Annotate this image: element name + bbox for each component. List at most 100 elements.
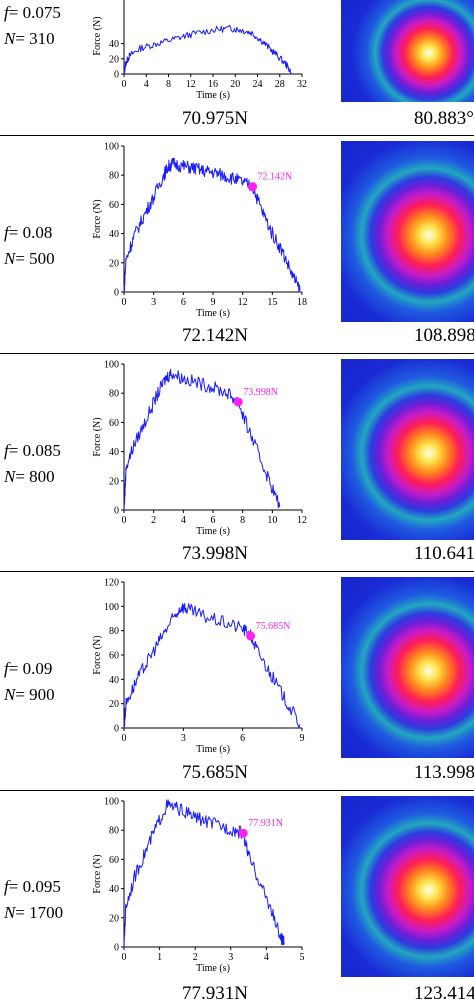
row-3-params: f= 0.09 N= 900 [4, 656, 55, 708]
y-axis-label: Force (N) [92, 417, 103, 456]
heatmap-image [341, 796, 474, 977]
row-divider [0, 790, 474, 791]
y-tick-label: 40 [109, 884, 119, 895]
y-tick-label: 100 [104, 142, 119, 153]
y-tick-label: 60 [109, 855, 119, 866]
x-tick-label: 6 [211, 515, 216, 526]
y-tick-label: 40 [109, 229, 119, 240]
y-tick-label: 40 [109, 447, 119, 458]
cycle-count: N= 500 [4, 249, 55, 268]
force-time-chart: 0 1 2 3 4 5 0 20 40 60 80 100 Time (s) Force (N) 77.93… [92, 797, 305, 975]
y-axis-label: Force (N) [92, 635, 103, 674]
x-tick-label: 24 [253, 79, 263, 90]
x-tick-label: 0 [122, 733, 127, 744]
friction-coefficient: f= 0.085 [4, 441, 61, 460]
row-divider [0, 571, 474, 572]
row-0-params: f= 0.075 N= 310 [4, 0, 61, 52]
y-tick-label: 0 [114, 288, 119, 299]
x-tick-label: 9 [211, 297, 216, 308]
heatmap-image [341, 0, 474, 102]
heatmap-image [341, 577, 474, 758]
x-tick-label: 12 [238, 297, 248, 308]
row-divider [0, 135, 474, 136]
y-tick-label: 20 [109, 54, 119, 65]
peak-force-value: 72.142N [182, 325, 248, 346]
x-tick-label: 5 [300, 952, 305, 963]
peak-label: 73.998N [243, 387, 278, 398]
cycle-count: N= 1700 [4, 903, 64, 922]
peak-label: 75.685N [256, 621, 291, 632]
y-tick-label: 80 [109, 171, 119, 182]
friction-coefficient: f= 0.08 [4, 223, 53, 242]
peak-marker [246, 631, 256, 641]
contact-angle-value: 113.998 [414, 762, 474, 783]
peak-label: 77.931N [248, 818, 283, 829]
x-tick-label: 20 [230, 79, 240, 90]
x-tick-label: 4 [264, 952, 269, 963]
x-tick-label: 12 [186, 79, 196, 90]
row-2-params: f= 0.085 N= 800 [4, 438, 61, 490]
force-trace [123, 603, 301, 729]
y-tick-label: 20 [109, 258, 119, 269]
x-tick-label: 2 [193, 952, 198, 963]
force-time-chart: 0 2 4 6 8 10 12 0 20 40 60 80 100 Time (s) Force (N) 73… [92, 360, 307, 538]
y-tick-label: 40 [109, 675, 119, 686]
force-trace [123, 799, 285, 948]
cycle-count: N= 310 [4, 29, 55, 48]
x-tick-label: 32 [297, 79, 307, 90]
y-axis-label: Force (N) [92, 854, 103, 893]
force-time-chart: 0 4 8 12 16 20 24 28 32 40 20 0 Time (s) Force (N) [92, 0, 307, 101]
y-tick-label: 0 [114, 506, 119, 517]
y-tick-label: 60 [109, 200, 119, 211]
y-tick-label: 100 [104, 797, 119, 808]
x-tick-label: 10 [267, 515, 277, 526]
y-tick-label: 120 [104, 578, 119, 589]
x-tick-label: 16 [208, 79, 218, 90]
x-axis-label: Time (s) [196, 744, 230, 755]
row-4-params: f= 0.095 N= 1700 [4, 874, 63, 926]
x-tick-label: 1 [157, 952, 162, 963]
force-time-chart: 0 3 6 9 0 20 40 60 80 100 120 Time (s) Force (N) 75.6… [92, 578, 305, 756]
peak-label: 72.142N [258, 172, 293, 183]
x-axis-label: Time (s) [196, 526, 230, 537]
peak-force-value: 73.998N [182, 543, 248, 564]
x-tick-label: 8 [240, 515, 245, 526]
peak-force-value: 77.931N [182, 983, 248, 1004]
x-tick-label: 8 [166, 79, 171, 90]
peak-marker [233, 397, 243, 407]
force-trace [123, 157, 301, 293]
x-tick-label: 6 [240, 733, 245, 744]
cycle-count: N= 900 [4, 685, 55, 704]
y-tick-label: 20 [109, 699, 119, 710]
peak-marker [238, 828, 248, 838]
y-tick-label: 0 [114, 943, 119, 954]
y-axis-label: Force (N) [92, 199, 103, 238]
contact-angle-value: 123.414 [414, 983, 474, 1004]
y-tick-label: 60 [109, 418, 119, 429]
y-tick-label: 0 [114, 724, 119, 735]
y-tick-label: 40 [109, 39, 119, 50]
x-tick-label: 2 [151, 515, 156, 526]
peak-force-value: 75.685N [182, 762, 248, 783]
x-axis-label: Time (s) [196, 308, 230, 319]
row-divider [0, 353, 474, 354]
force-time-chart: 0 3 6 9 12 15 18 0 20 40 60 80 100 Time (s) Force (N) 7… [92, 142, 307, 320]
x-tick-label: 28 [275, 79, 285, 90]
x-tick-label: 0 [122, 952, 127, 963]
x-tick-label: 15 [267, 297, 277, 308]
x-tick-label: 9 [300, 733, 305, 744]
x-tick-label: 3 [151, 297, 156, 308]
y-tick-label: 80 [109, 389, 119, 400]
y-tick-label: 80 [109, 826, 119, 837]
x-tick-label: 18 [297, 297, 307, 308]
x-tick-label: 0 [122, 297, 127, 308]
y-tick-label: 80 [109, 626, 119, 637]
y-axis-label: Force (N) [92, 16, 103, 55]
force-trace [123, 368, 281, 511]
x-tick-label: 12 [297, 515, 307, 526]
x-axis-label: Time (s) [196, 963, 230, 974]
force-trace [123, 24, 292, 75]
contact-angle-value: 110.641 [414, 543, 474, 564]
x-tick-label: 4 [181, 515, 186, 526]
x-tick-label: 4 [144, 79, 149, 90]
